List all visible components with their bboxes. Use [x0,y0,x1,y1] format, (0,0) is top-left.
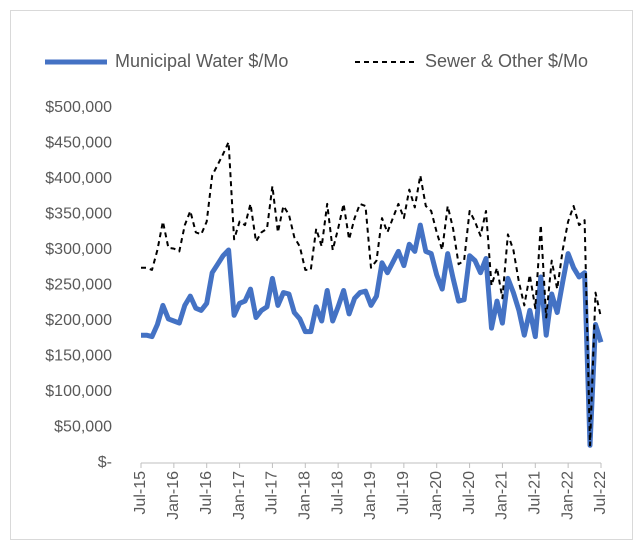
x-tick-label: Jan-18 [297,471,314,520]
legend-label: Sewer & Other $/Mo [425,51,588,71]
x-tick-label: Jul-18 [329,471,346,515]
y-tick-label: $250,000 [45,277,112,294]
x-tick-label: Jan-19 [362,471,379,520]
series-line [141,222,604,448]
series-line [141,141,602,447]
y-tick-label: $200,000 [45,312,112,329]
x-tick-label: Jan-17 [231,471,248,520]
y-tick-label: $- [98,454,112,471]
x-tick-label: Jul-22 [592,471,609,515]
x-tick-label: Jul-21 [527,471,544,515]
y-tick-label: $300,000 [45,241,112,258]
x-tick-label: Jan-20 [428,471,445,520]
y-tick-label: $400,000 [45,170,112,187]
y-tick-label: $150,000 [45,348,112,365]
legend-label: Municipal Water $/Mo [115,51,288,71]
x-tick-label: Jul-15 [132,471,149,515]
x-tick-label: Jan-21 [494,471,511,520]
x-tick-label: Jan-22 [559,471,576,520]
x-tick-label: Jul-17 [264,471,281,515]
x-tick-label: Jul-19 [395,471,412,515]
y-tick-label: $50,000 [54,419,112,436]
x-tick-label: Jan-16 [165,471,182,520]
y-tick-label: $100,000 [45,383,112,400]
y-tick-label: $500,000 [45,99,112,116]
y-tick-label: $450,000 [45,135,112,152]
x-tick-label: Jul-16 [198,471,215,515]
y-tick-label: $350,000 [45,206,112,223]
chart-border [10,10,633,540]
x-tick-label: Jul-20 [461,471,478,515]
